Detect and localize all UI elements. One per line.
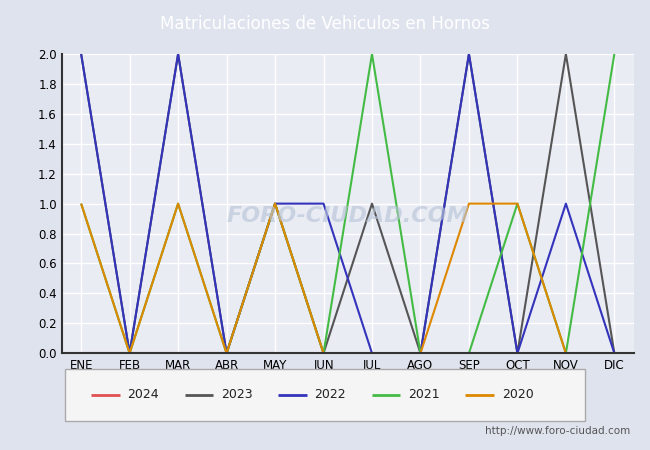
2022: [610, 351, 618, 356]
2024: [174, 351, 182, 356]
2020: [125, 351, 133, 356]
2021: [125, 351, 133, 356]
2020: [320, 351, 328, 356]
2022: [320, 201, 328, 206]
2023: [368, 201, 376, 206]
2021: [465, 351, 473, 356]
2021: [271, 201, 279, 206]
2021: [320, 351, 328, 356]
Text: 2024: 2024: [127, 388, 159, 401]
Line: 2020: 2020: [81, 203, 614, 353]
Text: 2023: 2023: [221, 388, 253, 401]
Line: 2021: 2021: [81, 54, 614, 353]
2022: [417, 351, 424, 356]
2022: [514, 351, 521, 356]
2022: [223, 351, 231, 356]
2022: [77, 51, 85, 57]
2023: [320, 351, 328, 356]
Text: 2022: 2022: [315, 388, 346, 401]
2020: [417, 351, 424, 356]
2023: [610, 351, 618, 356]
2023: [417, 351, 424, 356]
2024: [77, 351, 85, 356]
2022: [562, 201, 570, 206]
2020: [271, 201, 279, 206]
2022: [368, 351, 376, 356]
2024: [125, 351, 133, 356]
Text: http://www.foro-ciudad.com: http://www.foro-ciudad.com: [486, 426, 630, 436]
2024: [223, 351, 231, 356]
2020: [174, 201, 182, 206]
2020: [465, 201, 473, 206]
2021: [223, 351, 231, 356]
2021: [368, 51, 376, 57]
FancyBboxPatch shape: [65, 369, 585, 421]
2022: [465, 51, 473, 57]
2021: [174, 201, 182, 206]
2024: [271, 351, 279, 356]
2020: [368, 351, 376, 356]
2023: [174, 51, 182, 57]
2023: [465, 51, 473, 57]
2023: [271, 201, 279, 206]
2021: [610, 51, 618, 57]
2020: [77, 201, 85, 206]
Line: 2022: 2022: [81, 54, 614, 353]
2021: [562, 351, 570, 356]
2022: [271, 201, 279, 206]
2021: [417, 351, 424, 356]
2020: [223, 351, 231, 356]
Text: 2021: 2021: [408, 388, 440, 401]
2020: [562, 351, 570, 356]
2021: [514, 201, 521, 206]
Line: 2023: 2023: [81, 54, 614, 353]
2023: [125, 351, 133, 356]
2021: [77, 201, 85, 206]
2020: [514, 201, 521, 206]
2022: [125, 351, 133, 356]
2023: [562, 51, 570, 57]
2020: [610, 351, 618, 356]
2023: [514, 351, 521, 356]
2023: [77, 51, 85, 57]
Text: FORO-CIUDAD.COM: FORO-CIUDAD.COM: [226, 206, 469, 225]
Text: Matriculaciones de Vehiculos en Hornos: Matriculaciones de Vehiculos en Hornos: [160, 14, 490, 33]
2022: [174, 51, 182, 57]
Text: 2020: 2020: [502, 388, 534, 401]
2023: [223, 351, 231, 356]
